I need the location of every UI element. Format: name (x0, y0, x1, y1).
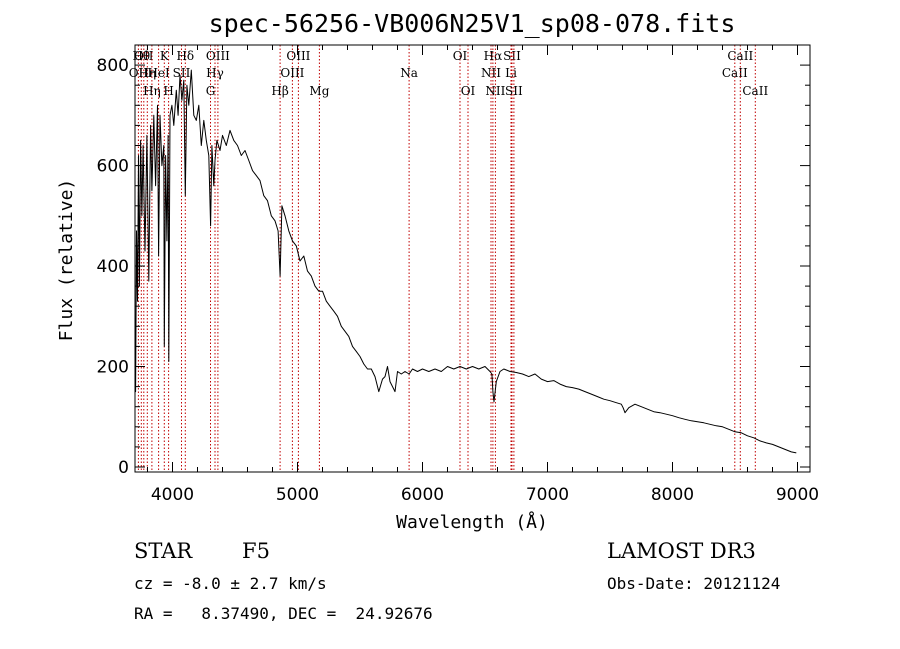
line-label-8: SII (173, 66, 191, 80)
x-tick-label-2: 6000 (401, 485, 444, 505)
spectrum-series (134, 69, 797, 454)
x-tick-label-3: 7000 (526, 485, 569, 505)
x-tick-label-0: 4000 (151, 485, 194, 505)
survey-label: LAMOST DR3 (607, 539, 756, 563)
line-label-12: OIII (206, 49, 230, 63)
line-label-11: Hγ (206, 66, 224, 80)
line-label-27: CaII (727, 49, 753, 63)
y-tick-label-0: 0 (118, 458, 129, 478)
line-label-21: Hα (484, 49, 503, 63)
class-label: STAR (134, 539, 193, 563)
line-label-19: OI (461, 84, 476, 98)
line-label-14: OIII (280, 66, 304, 80)
line-label-20: NII (481, 66, 501, 80)
series-line-0 (134, 69, 797, 454)
line-label-6: K (160, 49, 170, 63)
y-tick-label-4: 800 (97, 56, 129, 76)
line-label-7: H (163, 84, 173, 98)
y-tick-label-1: 200 (97, 358, 129, 378)
line-label-2: OII (134, 49, 154, 63)
line-label-25: SII (505, 84, 523, 98)
obs-date-readout: Obs-Date: 20121124 (607, 574, 781, 593)
line-label-22: NII (485, 84, 505, 98)
y-tick-label-3: 600 (97, 157, 129, 177)
line-label-1: Hθ (132, 49, 150, 63)
redshift-readout: cz = -8.0 ± 2.7 km/s (134, 574, 327, 593)
coordinates-readout: RA = 8.37490, DEC = 24.92676 (134, 604, 433, 623)
line-label-18: OI (453, 49, 468, 63)
line-label-24: SII (503, 49, 521, 63)
x-tick-label-5: 9000 (776, 485, 819, 505)
x-tick-label-4: 8000 (651, 485, 694, 505)
line-label-23: Li (505, 66, 517, 80)
line-label-9: Hδ (176, 49, 194, 63)
line-label-17: Na (400, 66, 418, 80)
axis-ticks: 4000 5000 6000 7000 8000 9000 0 200 400 600 800 (97, 45, 819, 505)
x-axis-label: Wavelength (Å) (396, 511, 548, 533)
subclass-label: F5 (242, 539, 270, 563)
line-label-28: CaII (742, 84, 768, 98)
emission-line-markers: OIIHθOIIHηHηHeIKHSIIHδGHγOIIIHβOIIIOIIIM… (129, 45, 768, 472)
chart-title: spec-56256-VB006N25V1_sp08-078.fits (209, 9, 736, 38)
y-tick-label-2: 400 (97, 257, 129, 277)
x-tick-label-1: 5000 (276, 485, 319, 505)
line-label-5: HeI (147, 66, 170, 80)
line-label-4: Hη (143, 84, 161, 98)
line-label-13: Hβ (271, 84, 288, 98)
line-label-16: Mg (309, 84, 329, 98)
line-label-26: CaII (722, 66, 748, 80)
line-label-15: OIII (286, 49, 310, 63)
plot-frame (134, 44, 811, 473)
line-label-10: G (206, 84, 216, 98)
y-axis-label: Flux (relative) (56, 179, 77, 342)
